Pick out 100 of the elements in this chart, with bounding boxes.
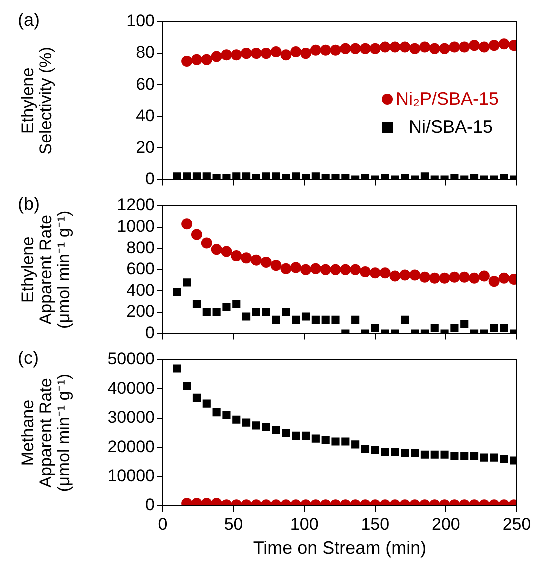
point — [470, 452, 479, 460]
point — [231, 50, 242, 61]
point — [231, 250, 242, 262]
point — [371, 446, 380, 455]
point — [222, 303, 231, 312]
point — [460, 320, 469, 328]
point — [340, 264, 352, 276]
point — [212, 408, 221, 417]
point — [439, 272, 450, 284]
x-tick-label: 100 — [290, 514, 319, 534]
point — [478, 270, 490, 282]
point — [490, 454, 498, 462]
point — [459, 42, 470, 53]
x-tick-label: 0 — [158, 514, 168, 534]
point — [232, 300, 241, 308]
point — [211, 244, 222, 256]
point — [381, 174, 390, 180]
point — [430, 450, 439, 459]
point — [182, 56, 193, 67]
y-axis-title: Ethylene Selectivity (%) — [18, 47, 56, 155]
point — [500, 324, 508, 333]
point — [312, 172, 320, 180]
point — [498, 38, 510, 50]
point — [449, 272, 460, 283]
point — [420, 172, 429, 180]
point — [302, 312, 310, 321]
point — [350, 264, 362, 276]
point — [342, 174, 350, 180]
point — [280, 263, 292, 274]
point — [332, 174, 340, 180]
point — [252, 308, 260, 317]
point — [330, 264, 342, 276]
point — [429, 43, 440, 54]
y-tick-label: 0 — [146, 496, 155, 515]
point — [361, 445, 370, 454]
point — [173, 172, 182, 180]
legend-label: Ni/SBA-15 — [408, 116, 494, 140]
point — [352, 440, 360, 449]
point — [498, 272, 510, 284]
point — [410, 270, 421, 281]
point — [430, 324, 439, 333]
point — [270, 46, 282, 58]
point — [330, 44, 342, 56]
point — [429, 272, 440, 284]
point — [510, 456, 517, 465]
point — [401, 449, 410, 458]
y-tick-label: 80 — [136, 43, 155, 62]
point — [290, 262, 302, 274]
point — [480, 454, 488, 462]
point — [450, 324, 459, 333]
point — [232, 416, 241, 424]
point — [252, 422, 260, 430]
y-tick-label: 0 — [146, 323, 155, 342]
point — [391, 448, 400, 456]
point — [381, 448, 390, 456]
point — [332, 438, 340, 446]
point — [260, 48, 272, 60]
point — [360, 43, 371, 54]
point — [201, 54, 212, 66]
y-tick-label: 800 — [126, 238, 155, 258]
point — [272, 426, 280, 434]
point — [241, 252, 252, 264]
point — [202, 400, 211, 408]
point — [312, 316, 320, 324]
y-tick-label: 50000 — [108, 350, 155, 369]
x-tick-label: 50 — [224, 514, 244, 534]
x-axis-title: Time on Stream (min) — [253, 538, 427, 558]
point — [340, 43, 352, 54]
point — [242, 172, 251, 180]
point — [250, 254, 262, 266]
point — [449, 42, 460, 53]
point — [270, 260, 282, 272]
point — [212, 308, 221, 317]
y-tick-label: 200 — [126, 302, 155, 322]
point — [360, 266, 371, 278]
y-tick-label: 20 — [136, 138, 155, 157]
point — [411, 449, 420, 458]
point — [241, 48, 252, 60]
point — [260, 256, 272, 268]
point — [390, 270, 401, 282]
y-tick-label: 20000 — [108, 437, 155, 456]
point — [262, 172, 270, 180]
x-tick-label: 150 — [361, 514, 390, 534]
y-tick-label: 100 — [126, 12, 155, 31]
point — [488, 40, 500, 52]
point — [320, 264, 332, 276]
point — [201, 238, 212, 249]
point — [352, 316, 360, 324]
point — [212, 174, 221, 180]
point — [500, 174, 508, 180]
point — [440, 450, 449, 459]
point — [222, 411, 231, 420]
point — [322, 174, 330, 180]
point — [222, 174, 231, 180]
point — [192, 394, 202, 402]
y-tick-label: 1200 — [117, 196, 155, 215]
point — [262, 308, 270, 317]
point — [262, 423, 270, 432]
y-tick-label: 400 — [126, 280, 155, 300]
point — [460, 452, 469, 460]
